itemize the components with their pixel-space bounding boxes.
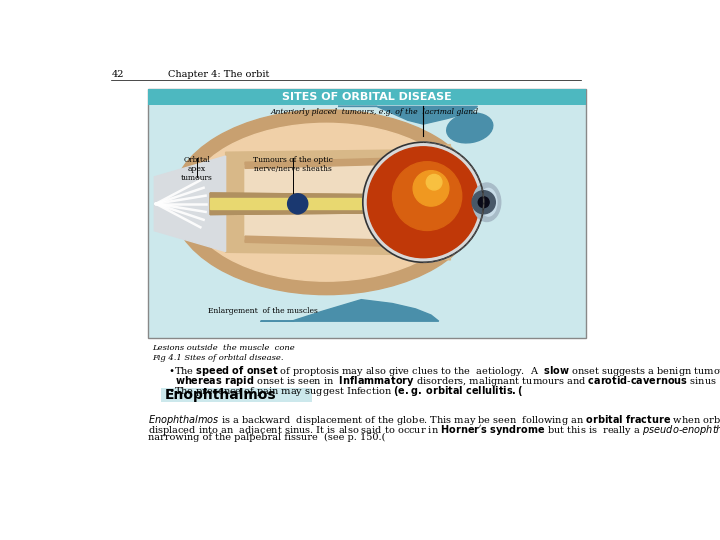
Polygon shape xyxy=(225,145,451,260)
Circle shape xyxy=(287,194,307,214)
Polygon shape xyxy=(261,300,438,321)
Polygon shape xyxy=(210,198,372,209)
Circle shape xyxy=(426,174,442,190)
Bar xyxy=(148,90,586,105)
Polygon shape xyxy=(154,156,225,252)
Polygon shape xyxy=(245,162,412,242)
Text: $\bullet$The $\bf{speed\ of\ onset}$ of proptosis may also give clues to the  ae: $\bullet$The $\bf{speed\ of\ onset}$ of … xyxy=(168,363,720,377)
Circle shape xyxy=(472,191,495,214)
Text: Lesions outside  the muscle  cone: Lesions outside the muscle cone xyxy=(152,345,294,352)
Polygon shape xyxy=(210,193,372,214)
Text: Tumours of the optic
nerve/nerve sheaths: Tumours of the optic nerve/nerve sheaths xyxy=(253,156,333,173)
Text: Chapter 4: The orbit: Chapter 4: The orbit xyxy=(168,70,269,78)
Polygon shape xyxy=(210,198,372,209)
Text: Enophthalmos: Enophthalmos xyxy=(164,388,276,402)
Circle shape xyxy=(392,161,462,231)
Text: Enlargement  of the muscles: Enlargement of the muscles xyxy=(208,307,318,315)
Ellipse shape xyxy=(480,188,497,216)
Text: Anteriorly placed  tumours, e.g. of the  lacrimal gland: Anteriorly placed tumours, e.g. of the l… xyxy=(271,108,479,116)
Text: $\it{Enophthalmos}$ is a backward  displacement of the globe. This may be seen  : $\it{Enophthalmos}$ is a backward displa… xyxy=(148,413,720,427)
Ellipse shape xyxy=(473,183,500,221)
Bar xyxy=(161,388,312,402)
Circle shape xyxy=(478,197,489,208)
Text: $\bullet$The presence of pain may suggest Infection $\bf{(e.g.\ orbital\ celluli: $\bullet$The presence of pain may sugges… xyxy=(168,383,523,397)
Text: displaced into an  adjacent sinus. It is also said to occur in $\bf{Horner's\ sy: displaced into an adjacent sinus. It is … xyxy=(148,423,720,437)
Polygon shape xyxy=(338,106,477,124)
Ellipse shape xyxy=(187,123,466,281)
Text: $\bf{whereas}$ $\bf{rapid}$ onset is seen in  $\bf{Inflammatory}$ disorders, mal: $\bf{whereas}$ $\bf{rapid}$ onset is see… xyxy=(175,374,720,388)
Circle shape xyxy=(363,142,484,262)
Polygon shape xyxy=(245,151,446,168)
Circle shape xyxy=(287,194,307,214)
Text: Orbital
apex
tumours: Orbital apex tumours xyxy=(181,156,213,183)
Text: Fig 4.1 Sites of orbital disease.: Fig 4.1 Sites of orbital disease. xyxy=(152,354,284,362)
Text: SITES OF ORBITAL DISEASE: SITES OF ORBITAL DISEASE xyxy=(282,92,452,102)
Circle shape xyxy=(367,147,479,258)
Text: 42: 42 xyxy=(112,70,125,78)
Bar xyxy=(148,90,586,338)
Ellipse shape xyxy=(171,110,482,295)
Ellipse shape xyxy=(446,113,492,143)
Polygon shape xyxy=(210,193,372,214)
Circle shape xyxy=(413,171,449,206)
Polygon shape xyxy=(245,236,446,254)
Text: narrowing of the palpebral fissure  (see p. 150.(: narrowing of the palpebral fissure (see … xyxy=(148,433,386,442)
